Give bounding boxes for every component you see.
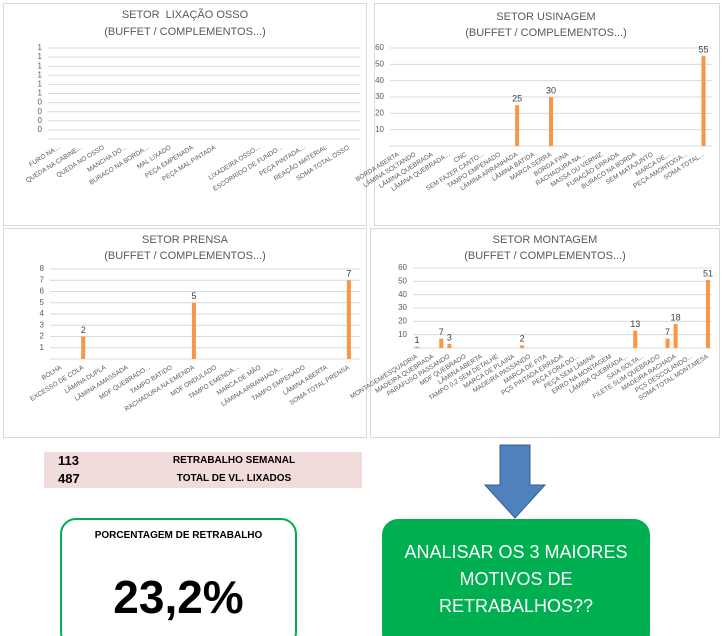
y-tick-label: 40 [375,76,384,85]
y-tick-label: 5 [40,298,45,307]
y-tick-label: 30 [398,303,407,312]
y-tick-label: 40 [398,290,407,299]
chart-subtitle: (BUFFET / COMPLEMENTOS...) [104,250,266,262]
y-tick-label: 0 [38,125,43,134]
y-tick-label: 1 [38,80,43,89]
y-tick-label: 50 [398,276,407,285]
bar [415,346,420,348]
chart-subtitle: (BUFFET / COMPLEMENTOS...) [465,27,627,39]
callout-line: MOTIVOS DE [459,569,573,589]
y-tick-label: 1 [38,43,43,52]
bar [515,105,520,146]
chart-title: SETOR USINAGEM [496,11,595,23]
y-tick-label: 1 [38,61,43,70]
panel [374,3,720,226]
bar [705,280,710,348]
data-label: 2 [81,325,86,335]
data-label: 7 [439,327,444,337]
y-tick-label: 2 [40,332,45,341]
data-label: 2 [520,334,525,344]
bar [81,336,86,359]
callout: ANALISAR OS 3 MAIORES MOTIVOS DE RETRABA… [382,519,650,636]
bar [447,344,452,348]
data-label: 7 [665,327,670,337]
y-tick-label: 7 [40,275,45,284]
y-tick-label: 0 [38,116,43,125]
y-tick-label: 1 [40,343,45,352]
y-tick-label: 10 [375,125,384,134]
chart-subtitle: (BUFFET / COMPLEMENTOS...) [104,26,266,38]
y-tick-label: 6 [40,287,45,296]
bar [665,338,670,348]
y-tick-label: 60 [398,263,407,272]
data-label: 51 [703,268,713,278]
y-tick-label: 1 [38,70,43,79]
data-label: 5 [191,291,196,301]
data-label: 55 [699,45,709,55]
y-tick-label: 1 [38,52,43,61]
bar [701,56,706,146]
y-tick-label: 30 [375,92,384,101]
percent-value: 23,2% [113,571,244,623]
summary-number: 113 [58,453,79,468]
callout-line: ANALISAR OS 3 MAIORES [404,542,628,562]
data-label: 13 [630,319,640,329]
chart-subtitle: (BUFFET / COMPLEMENTOS...) [464,250,626,262]
data-label: 18 [671,312,681,322]
bar [673,324,678,348]
chart-title: SETOR LIXAÇÃO OSSO [122,8,249,21]
panel [370,228,720,438]
y-tick-label: 3 [40,320,45,329]
data-label: 25 [512,94,522,104]
summary-number: 487 [58,471,80,486]
y-tick-label: 20 [398,316,407,325]
summary-table: 113 RETRABALHO SEMANAL 487 TOTAL DE VL. … [44,452,362,488]
chart-title: SETOR MONTAGEM [493,234,598,246]
summary-label: TOTAL DE VL. LIXADOS [176,473,292,484]
data-label: 3 [447,332,452,342]
bar [520,345,525,348]
y-tick-label: 10 [398,330,407,339]
arrow [483,444,547,519]
bar [439,338,444,348]
bar [191,302,196,359]
y-tick-label: 0 [38,98,43,107]
y-tick-label: 4 [40,309,45,318]
percent-box: PORCENTAGEM DE RETRABALHO 23,2% [60,518,297,636]
bar [633,330,638,348]
panel [3,3,367,226]
panel [3,228,367,438]
y-tick-label: 50 [375,59,384,68]
y-tick-label: 0 [38,107,43,116]
chart-title: SETOR PRENSA [142,234,229,246]
y-tick-label: 1 [38,89,43,98]
bar [549,97,553,146]
y-tick-label: 20 [375,108,384,117]
y-tick-label: 8 [40,264,45,273]
data-label: 1 [415,335,420,345]
y-tick-label: 60 [375,43,384,52]
summary-label: RETRABALHO SEMANAL [172,455,296,466]
data-label: 30 [546,85,556,95]
callout-line: RETRABALHOS?? [438,596,594,616]
data-label: 7 [346,269,351,279]
percent-title: PORCENTAGEM DE RETRABALHO [94,530,263,541]
bar [346,280,351,359]
